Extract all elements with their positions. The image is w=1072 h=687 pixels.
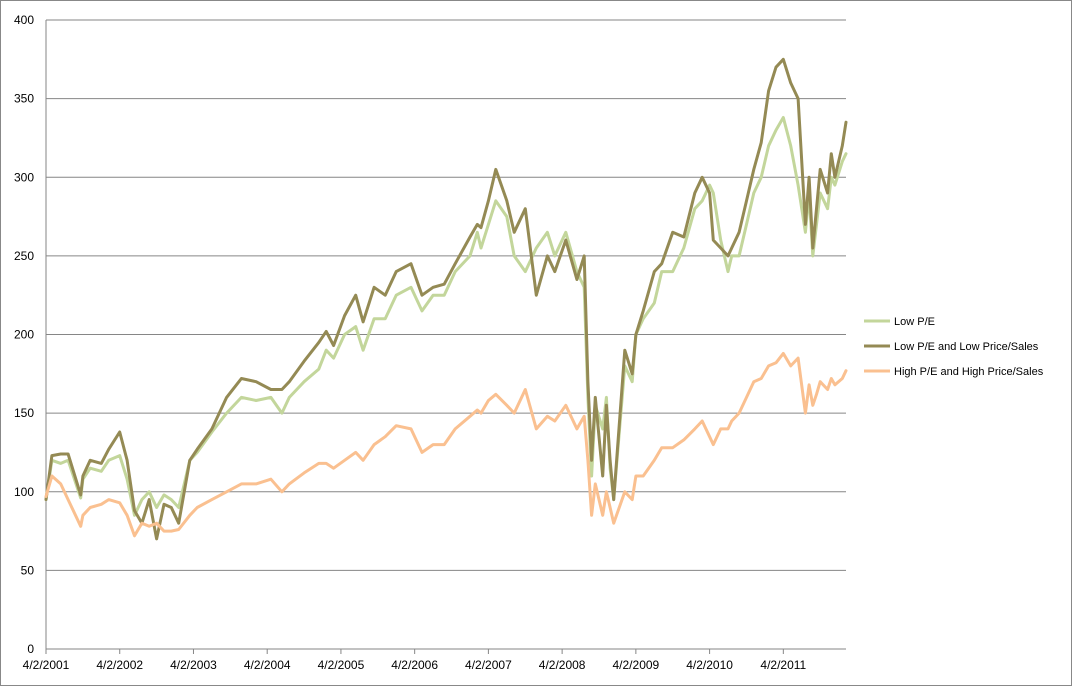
y-tick-label: 50: [21, 563, 35, 577]
y-tick-label: 250: [14, 249, 34, 263]
legend-label: High P/E and High Price/Sales: [894, 366, 1044, 378]
series-line-3: [44, 351, 848, 538]
y-tick-label: 150: [14, 406, 34, 420]
legend-label: Low P/E: [894, 316, 935, 328]
x-axis: 4/2/2001 4/2/2002 4/2/2003 4/2/2004 4/2/2005…: [23, 648, 846, 672]
x-tick-label: 4/2/2001: [23, 658, 70, 672]
y-axis: 0 50 100 150 200 250 300 350 400: [14, 13, 47, 656]
y-tick-label: 350: [14, 92, 34, 106]
legend-label: Low P/E and Low Price/Sales: [894, 341, 1039, 353]
x-tick-label: 4/2/2006: [391, 658, 438, 672]
x-tick-label: 4/2/2004: [244, 658, 291, 672]
legend: Low P/E Low P/E and Low Price/Sales High P…: [864, 316, 1044, 378]
x-tick-label: 4/2/2002: [96, 658, 143, 672]
y-tick-label: 100: [14, 485, 34, 499]
y-tick-label: 0: [27, 642, 34, 656]
x-tick-label: 4/2/2005: [318, 658, 365, 672]
series-line-1: [44, 116, 848, 517]
y-tick-label: 200: [14, 328, 34, 342]
y-tick-label: 400: [14, 13, 34, 27]
gridlines: [46, 19, 846, 571]
x-tick-label: 4/2/2011: [760, 658, 806, 672]
series-line-2: [44, 57, 848, 541]
x-tick-label: 4/2/2010: [686, 658, 733, 672]
x-tick-label: 4/2/2003: [170, 658, 217, 672]
x-tick-label: 4/2/2009: [613, 658, 660, 672]
x-tick-label: 4/2/2008: [539, 658, 586, 672]
x-tick-label: 4/2/2007: [465, 658, 512, 672]
series-lines: [44, 57, 848, 541]
y-tick-label: 300: [14, 170, 34, 184]
